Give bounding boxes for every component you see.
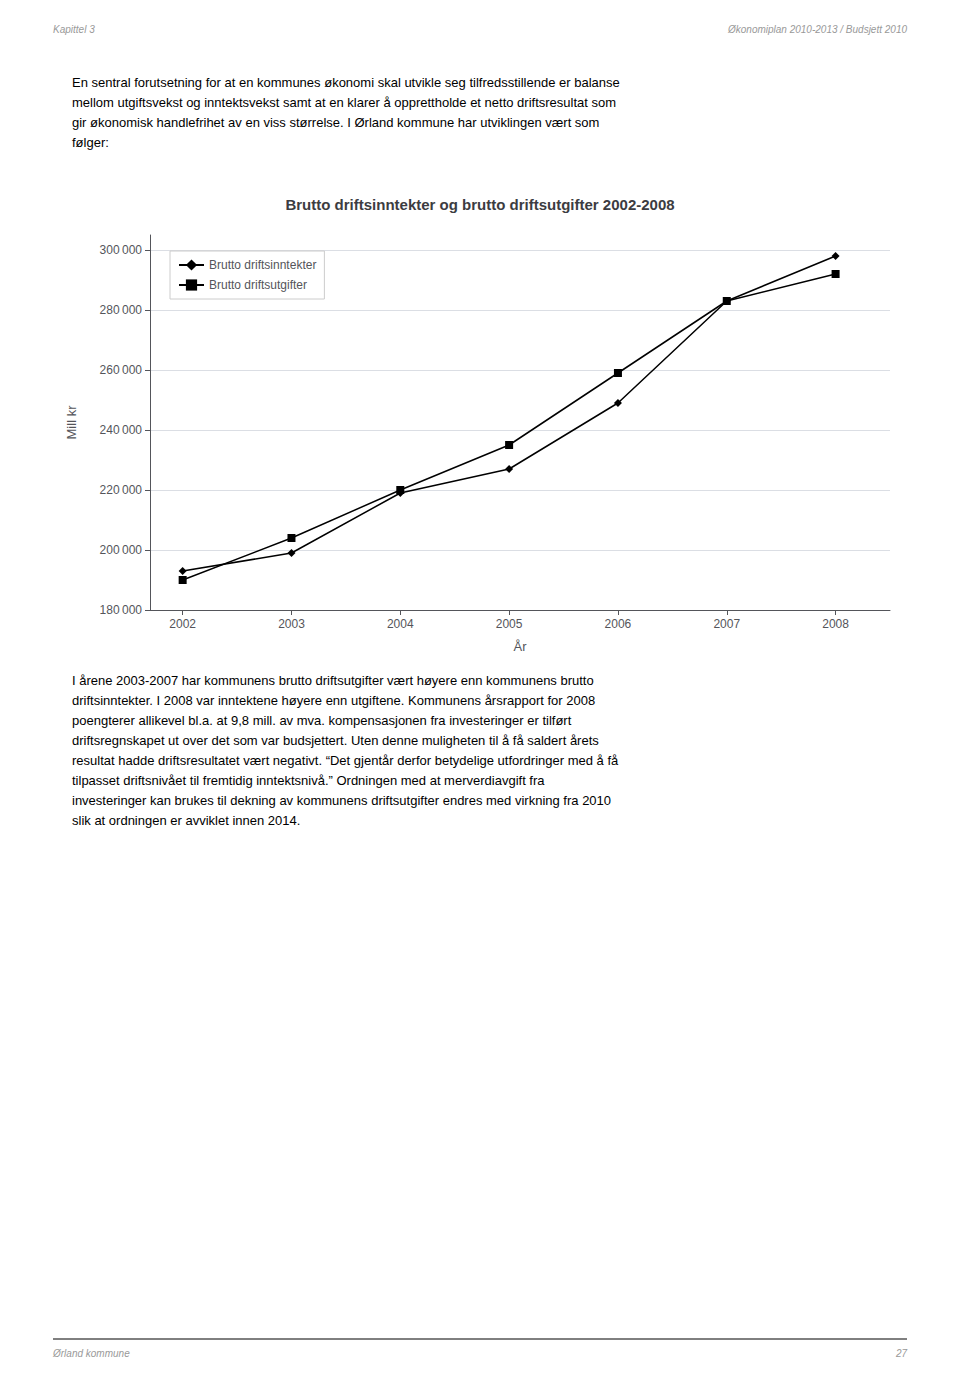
svg-text:240 000: 240 000 — [100, 423, 143, 437]
svg-text:180 000: 180 000 — [100, 603, 143, 617]
svg-text:gir økonomisk handlefrihet av: gir økonomisk handlefrihet av en viss st… — [72, 115, 599, 130]
svg-text:År: År — [514, 639, 528, 654]
svg-text:2007: 2007 — [713, 617, 740, 631]
svg-text:I årene 2003-2007 har kommunen: I årene 2003-2007 har kommunens brutto d… — [72, 673, 594, 688]
svg-text:følger:: følger: — [72, 135, 109, 150]
svg-text:Brutto driftsinntekter og brut: Brutto driftsinntekter og brutto driftsu… — [285, 196, 674, 213]
svg-text:mellom utgiftsvekst og inntekt: mellom utgiftsvekst og inntektsvekst sam… — [72, 95, 616, 110]
svg-text:investeringer kan brukes til d: investeringer kan brukes til dekning av … — [72, 793, 611, 808]
svg-text:Ørland kommune: Ørland kommune — [52, 1348, 130, 1359]
svg-text:2008: 2008 — [822, 617, 849, 631]
svg-text:300 000: 300 000 — [100, 243, 143, 257]
svg-text:resultat hadde driftsresultate: resultat hadde driftsresultatet vært neg… — [72, 753, 619, 768]
svg-text:Økonomiplan 2010-2013 / Budsje: Økonomiplan 2010-2013 / Budsjett 2010 — [727, 24, 907, 35]
svg-text:tilpasset driftsnivået til fre: tilpasset driftsnivået til fremtidig inn… — [72, 773, 545, 788]
svg-text:Brutto driftsinntekter: Brutto driftsinntekter — [209, 258, 316, 272]
svg-text:2002: 2002 — [169, 617, 196, 631]
svg-text:220 000: 220 000 — [100, 483, 143, 497]
svg-text:27: 27 — [895, 1348, 908, 1359]
svg-text:260 000: 260 000 — [100, 363, 143, 377]
svg-text:2005: 2005 — [496, 617, 523, 631]
svg-text:200 000: 200 000 — [100, 543, 143, 557]
svg-text:Mill kr: Mill kr — [64, 405, 79, 440]
svg-text:driftsregnskapet ut over det s: driftsregnskapet ut over det som var bud… — [72, 733, 599, 748]
svg-text:2003: 2003 — [278, 617, 305, 631]
svg-text:driftsinntekter. I 2008 var in: driftsinntekter. I 2008 var inntektene h… — [72, 693, 595, 708]
svg-text:En sentral forutsetning for at: En sentral forutsetning for at en kommun… — [72, 75, 620, 90]
svg-text:poengterer allikevel bl.a. at: poengterer allikevel bl.a. at 9,8 mill. … — [72, 713, 572, 728]
svg-text:2004: 2004 — [387, 617, 414, 631]
svg-text:2006: 2006 — [605, 617, 632, 631]
svg-text:280 000: 280 000 — [100, 303, 143, 317]
svg-text:Brutto driftsutgifter: Brutto driftsutgifter — [209, 278, 307, 292]
svg-text:slik at ordningen er avviklet: slik at ordningen er avviklet innen 2014… — [72, 813, 300, 828]
svg-text:Kapittel 3: Kapittel 3 — [53, 24, 95, 35]
